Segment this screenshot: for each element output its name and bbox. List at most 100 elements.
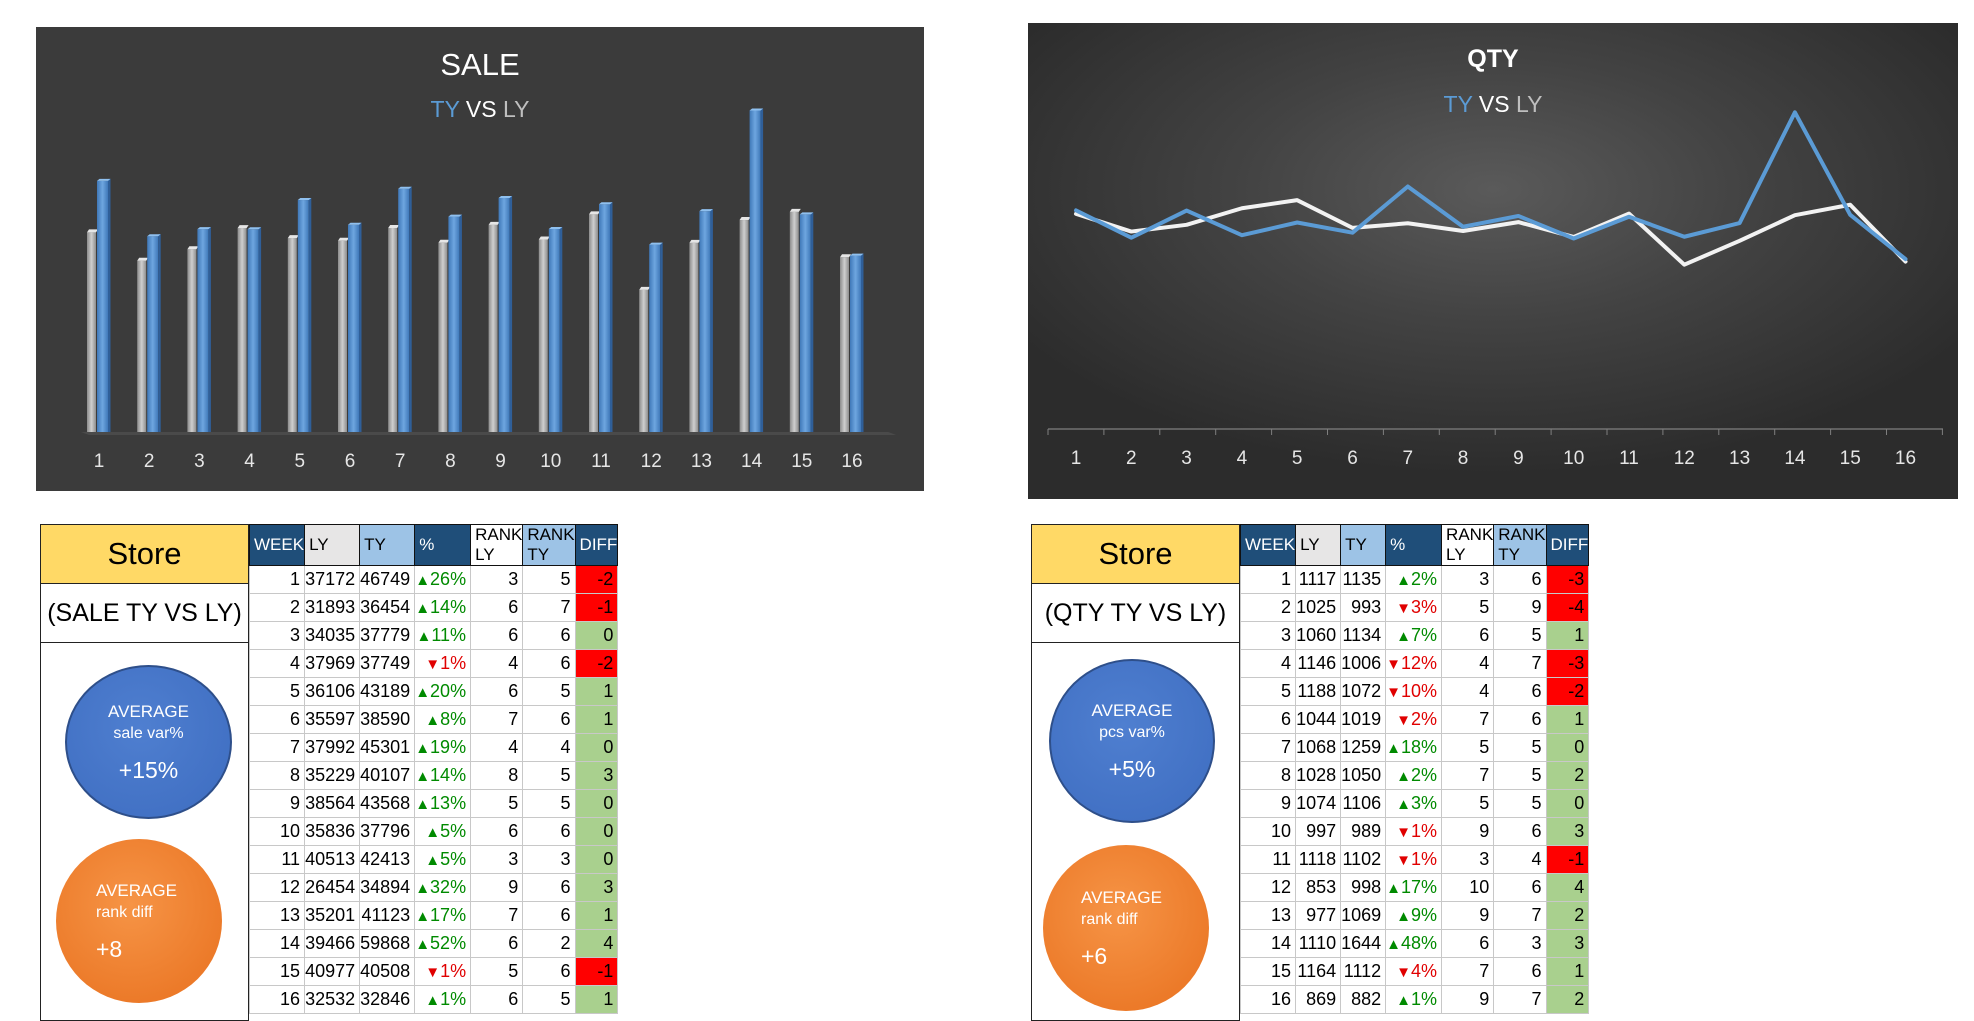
- bar-ty-side: [861, 253, 864, 432]
- tick-label: 5: [1292, 448, 1303, 469]
- ly-cell: 1074: [1295, 789, 1342, 818]
- ty-cell: 1259: [1340, 733, 1387, 762]
- table-row: 5 36106 43189 ▲20% 6 5 1: [248, 677, 619, 706]
- tick-label: 13: [691, 451, 712, 472]
- triangle-down-icon: ▼: [425, 656, 441, 673]
- triangle-down-icon: ▼: [1386, 656, 1402, 673]
- bar-ty: [548, 228, 560, 432]
- pct-value: 5%: [440, 821, 467, 841]
- bar-ty-side: [409, 186, 412, 432]
- ly-cell: 1025: [1295, 593, 1342, 622]
- badge-value: +5%: [1108, 755, 1156, 782]
- table-row: 7 1068 1259 ▲18% 5 5 0: [1239, 733, 1590, 762]
- diff-cell: 1: [1545, 957, 1590, 986]
- diff-cell: -4: [1545, 593, 1590, 622]
- diff-cell: 0: [574, 845, 619, 874]
- bar-ty: [398, 188, 410, 432]
- ly-cell: 1117: [1295, 565, 1342, 594]
- ly-cell: 26454: [304, 873, 361, 902]
- badge-value: +8: [96, 935, 123, 962]
- store-subtitle: (QTY TY VS LY): [1032, 584, 1239, 643]
- pct-value: 3%: [1411, 793, 1438, 813]
- ly-cell: 35597: [304, 705, 361, 734]
- table-header-row: WEEK LY TY% RANK LY RANK TY DIFF: [248, 524, 619, 566]
- diff-cell: -1: [574, 593, 619, 622]
- tick-label: 12: [1674, 448, 1695, 469]
- pct-cell: ▲14%: [414, 593, 472, 622]
- pct-value: 19%: [430, 737, 467, 757]
- bar-ly: [137, 260, 147, 432]
- ly-cell: 1060: [1295, 621, 1342, 650]
- rank-ly-cell: 4: [470, 649, 524, 678]
- bar-ly: [338, 240, 347, 432]
- table-row: 15 40977 40508 ▼1% 5 6 -1: [248, 957, 619, 986]
- ty-cell: 37779: [359, 621, 416, 650]
- ty-cell: 40508: [359, 957, 416, 986]
- diff-cell: -2: [574, 565, 619, 594]
- ly-cell: 1146: [1295, 649, 1342, 678]
- table-row: 7 37992 45301 ▲19% 4 4 0: [248, 733, 619, 762]
- pct-cell: ▼3%: [1385, 593, 1443, 622]
- week-cell: 4: [1239, 649, 1297, 678]
- bar-ty: [348, 224, 359, 432]
- ly-cell: 31893: [304, 593, 361, 622]
- bar-ty-side: [660, 242, 663, 432]
- week-cell: 15: [1239, 957, 1297, 986]
- ty-cell: 32846: [359, 985, 416, 1014]
- tick-label: 2: [1126, 448, 1137, 469]
- bar-ly-top: [237, 225, 249, 229]
- diff-cell: 4: [1545, 873, 1590, 902]
- tick-label: 1: [94, 451, 105, 472]
- table-row: 16 32532 32846 ▲1% 6 5 1: [248, 985, 619, 1014]
- chart-title: SALE: [440, 47, 519, 82]
- triangle-up-icon: ▲: [1396, 628, 1412, 645]
- badge-line2: pcs var%: [1099, 723, 1165, 741]
- pct-value: 9%: [1411, 905, 1438, 925]
- rank-ty-cell: 5: [522, 985, 576, 1014]
- rank-ty-cell: 7: [522, 593, 576, 622]
- rank-ly-cell: 3: [470, 565, 524, 594]
- rank-ty-cell: 5: [1493, 789, 1547, 818]
- rank-ty-cell: 2: [522, 929, 576, 958]
- diff-cell: 1: [1545, 705, 1590, 734]
- bar-ty-top: [699, 209, 713, 212]
- rank-ty-cell: 6: [1493, 957, 1547, 986]
- chart-title: QTY: [1467, 45, 1519, 73]
- triangle-up-icon: ▲: [1396, 992, 1412, 1009]
- table-row: 9 38564 43568 ▲13% 5 5 0: [248, 789, 619, 818]
- ty-cell: 45301: [359, 733, 416, 762]
- triangle-down-icon: ▼: [1396, 600, 1412, 617]
- ty-cell: 998: [1340, 873, 1387, 902]
- bar-ty: [599, 204, 610, 432]
- pct-value: 2%: [1411, 569, 1438, 589]
- sale-chart: SALE TY VS LY 1 2 3 4 5 6 7 8 9 10 11 12 13 14 15 16: [36, 27, 924, 491]
- rank-ly-cell: 7: [1441, 957, 1495, 986]
- rank-ty-cell: 6: [522, 705, 576, 734]
- week-cell: 7: [1239, 733, 1297, 762]
- diff-cell: 1: [574, 705, 619, 734]
- week-cell: 13: [248, 901, 306, 930]
- week-cell: 5: [1239, 677, 1297, 706]
- bar-ly: [639, 289, 649, 432]
- rank-ty-cell: 6: [522, 621, 576, 650]
- rank-ly-cell: 5: [470, 789, 524, 818]
- rank-ly-cell: 7: [1441, 705, 1495, 734]
- bar-ty: [498, 197, 510, 432]
- week-cell: 11: [1239, 845, 1297, 874]
- tick-label: 11: [1619, 448, 1639, 469]
- week-cell: 7: [248, 733, 306, 762]
- week-cell: 3: [1239, 621, 1297, 650]
- ly-cell: 1188: [1295, 677, 1342, 706]
- week-cell: 16: [1239, 985, 1297, 1014]
- pct-value: 17%: [1401, 877, 1438, 897]
- triangle-up-icon: ▲: [1396, 908, 1412, 925]
- bar-ty-side: [810, 212, 814, 432]
- pct-cell: ▲7%: [1385, 621, 1443, 650]
- bar-ly-top: [488, 221, 500, 225]
- bar-ty-top: [799, 212, 814, 215]
- triangle-up-icon: ▲: [425, 992, 441, 1009]
- pct-value: 14%: [430, 597, 467, 617]
- ty-cell: 36454: [359, 593, 416, 622]
- triangle-up-icon: ▲: [415, 880, 431, 897]
